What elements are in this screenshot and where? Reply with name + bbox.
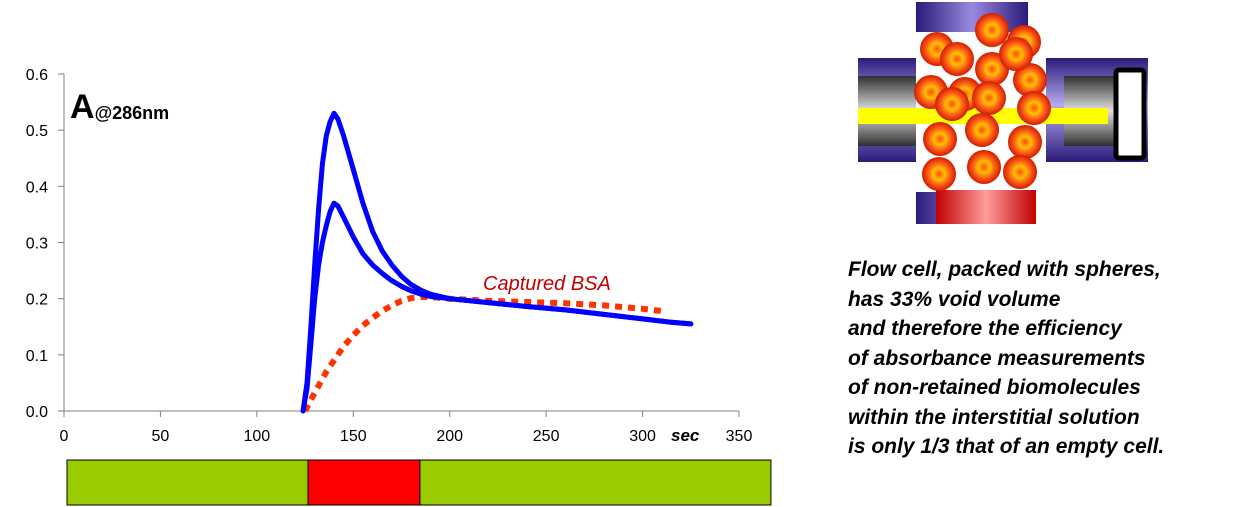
- x-tick-label: 50: [152, 428, 170, 445]
- caption-line: is only 1/3 that of an empty cell.: [848, 435, 1165, 458]
- sphere: [940, 42, 974, 76]
- x-tick-label: 350: [726, 428, 753, 445]
- phase-segment: [66, 459, 309, 506]
- captured-bsa-line: [302, 294, 663, 413]
- absorbance-chart: 0.0 0.1 0.2 0.3 0.4 0.5 0.6 0 50 100 150 200 250 300…: [26, 67, 772, 506]
- y-ticks: 0.0 0.1 0.2 0.3 0.4 0.5 0.6: [26, 67, 64, 421]
- x-unit-label: sec: [671, 426, 700, 445]
- sphere: [935, 87, 969, 121]
- caption-line: of non-retained biomolecules: [848, 376, 1141, 399]
- x-tick-label: 300: [629, 428, 656, 445]
- sphere: [1013, 63, 1047, 97]
- sphere: [965, 113, 999, 147]
- y-tick-label: 0.2: [26, 292, 48, 309]
- captured-bsa-annotation: Captured BSA: [483, 273, 611, 295]
- phase-segment: [419, 459, 772, 506]
- caption-line: and therefore the efficiency: [848, 317, 1122, 340]
- y-label-sub: @286nm: [95, 103, 170, 123]
- sphere: [922, 157, 956, 191]
- sphere: [1017, 91, 1051, 125]
- sphere: [999, 37, 1033, 71]
- x-ticks: 0 50 100 150 200 250 300 350: [60, 411, 753, 445]
- sphere: [1003, 155, 1037, 189]
- detector-cap: [1113, 67, 1147, 161]
- x-tick-label: 150: [340, 428, 367, 445]
- flow-cell-caption: Flow cell, packed with spheres, has 33% …: [848, 255, 1238, 462]
- chart-axes: [63, 74, 739, 412]
- sphere: [967, 150, 1001, 184]
- y-tick-label: 0.6: [26, 67, 48, 84]
- x-tick-label: 100: [244, 428, 271, 445]
- caption-line: of absorbance measurements: [848, 346, 1146, 370]
- y-tick-label: 0.5: [26, 123, 48, 140]
- phase-bar: [66, 459, 772, 506]
- x-tick-label: 200: [436, 428, 463, 445]
- phase-segment: [307, 459, 421, 506]
- x-tick-label: 0: [60, 428, 69, 445]
- sphere: [923, 122, 957, 156]
- sphere: [975, 13, 1009, 47]
- flow-cell-illustration: [858, 2, 1148, 224]
- chart-series: [300, 110, 694, 414]
- packed-spheres: [914, 13, 1051, 191]
- absorbance-line: [300, 110, 694, 414]
- caption-line: has 33% void volume: [848, 287, 1061, 311]
- y-tick-label: 0.0: [26, 404, 48, 421]
- y-axis-label: A@286nm: [70, 88, 169, 126]
- sphere: [1008, 125, 1042, 159]
- sphere: [972, 81, 1006, 115]
- x-tick-label: 250: [533, 428, 560, 445]
- caption-line: within the interstitial solution: [848, 405, 1140, 429]
- outlet-red: [936, 190, 1036, 224]
- y-tick-label: 0.1: [26, 348, 48, 365]
- y-tick-label: 0.4: [26, 179, 48, 196]
- y-label-main: A: [70, 88, 95, 126]
- absorbance-line: [300, 200, 694, 414]
- y-tick-label: 0.3: [26, 236, 48, 253]
- caption-line: Flow cell, packed with spheres,: [848, 258, 1161, 281]
